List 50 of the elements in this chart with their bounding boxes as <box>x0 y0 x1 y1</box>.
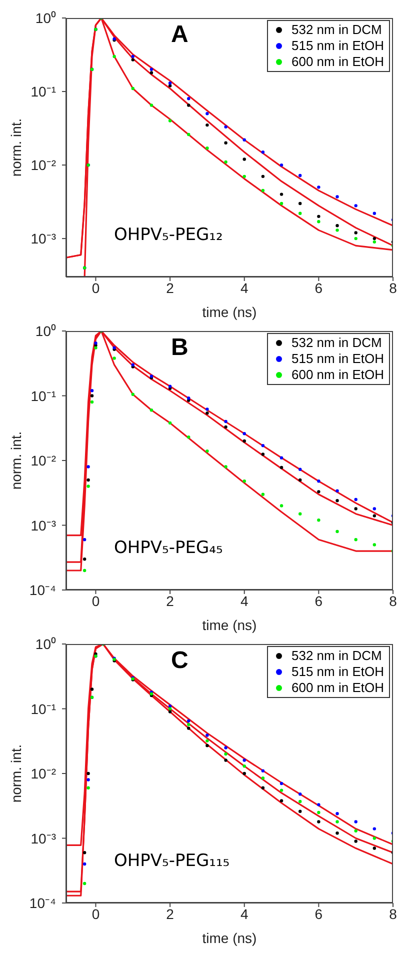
legend-label: 532 nm in DCM <box>292 335 382 351</box>
legend-label: 532 nm in DCM <box>292 648 382 664</box>
x-tick-label: 6 <box>314 906 323 922</box>
annotation: OHPV₅-PEG₁₁₅ <box>114 851 230 871</box>
legend-label: 515 nm in EtOH <box>292 351 384 367</box>
y-tick-label: 10⁻¹ <box>30 84 56 100</box>
x-tick-label: 6 <box>314 592 323 609</box>
annotation: B <box>171 334 188 361</box>
y-tick-label: 10⁻¹ <box>30 700 56 717</box>
legend-label: 600 nm in EtOH <box>292 54 384 70</box>
y-tick-label: 10⁻³ <box>30 230 56 247</box>
y-tick-label: 10⁻² <box>30 157 56 174</box>
legend-label: 600 nm in EtOH <box>292 367 384 383</box>
x-tick-label: 6 <box>314 280 323 296</box>
x-axis-title: time (ns) <box>202 617 257 633</box>
x-tick-label: 8 <box>389 280 398 296</box>
y-tick-label: 10⁻¹ <box>30 388 56 404</box>
x-tick-label: 2 <box>166 592 174 609</box>
y-tick-label: 10⁰ <box>35 10 56 26</box>
annotation: OHPV₅-PEG₄₅ <box>114 538 223 558</box>
y-tick-label: 10⁻³ <box>30 830 56 846</box>
legend-label: 515 nm in EtOH <box>292 38 384 54</box>
y-axis-title: norm. int. <box>8 431 24 490</box>
annotation: A <box>171 21 188 48</box>
x-tick-label: 2 <box>166 280 174 296</box>
y-tick-label: 10⁻⁴ <box>29 895 56 911</box>
y-tick-label: 10⁰ <box>35 323 56 339</box>
x-axis-title: time (ns) <box>202 930 257 946</box>
legend-label: 600 nm in EtOH <box>292 680 384 696</box>
annotation: C <box>171 647 188 674</box>
y-axis-title: norm. int. <box>8 744 24 803</box>
x-tick-label: 8 <box>389 906 398 922</box>
y-axis-title: norm. int. <box>8 118 24 177</box>
x-tick-label: 0 <box>92 592 100 609</box>
x-tick-label: 8 <box>389 592 398 609</box>
x-tick-label: 4 <box>240 592 248 609</box>
x-tick-label: 4 <box>240 906 248 922</box>
y-tick-label: 10⁻² <box>30 766 56 782</box>
legend-label: 532 nm in DCM <box>292 22 382 38</box>
legend-label: 515 nm in EtOH <box>292 664 384 680</box>
x-tick-label: 0 <box>92 906 100 922</box>
x-tick-label: 4 <box>240 280 248 296</box>
x-axis-title: time (ns) <box>202 304 257 320</box>
y-tick-label: 10⁰ <box>35 636 56 652</box>
x-tick-label: 2 <box>166 906 174 922</box>
x-tick-label: 0 <box>92 280 100 296</box>
annotation: OHPV₅-PEG₁₂ <box>114 225 223 245</box>
y-tick-label: 10⁻⁴ <box>29 582 56 598</box>
y-tick-label: 10⁻³ <box>30 517 56 534</box>
y-tick-label: 10⁻² <box>30 452 56 468</box>
